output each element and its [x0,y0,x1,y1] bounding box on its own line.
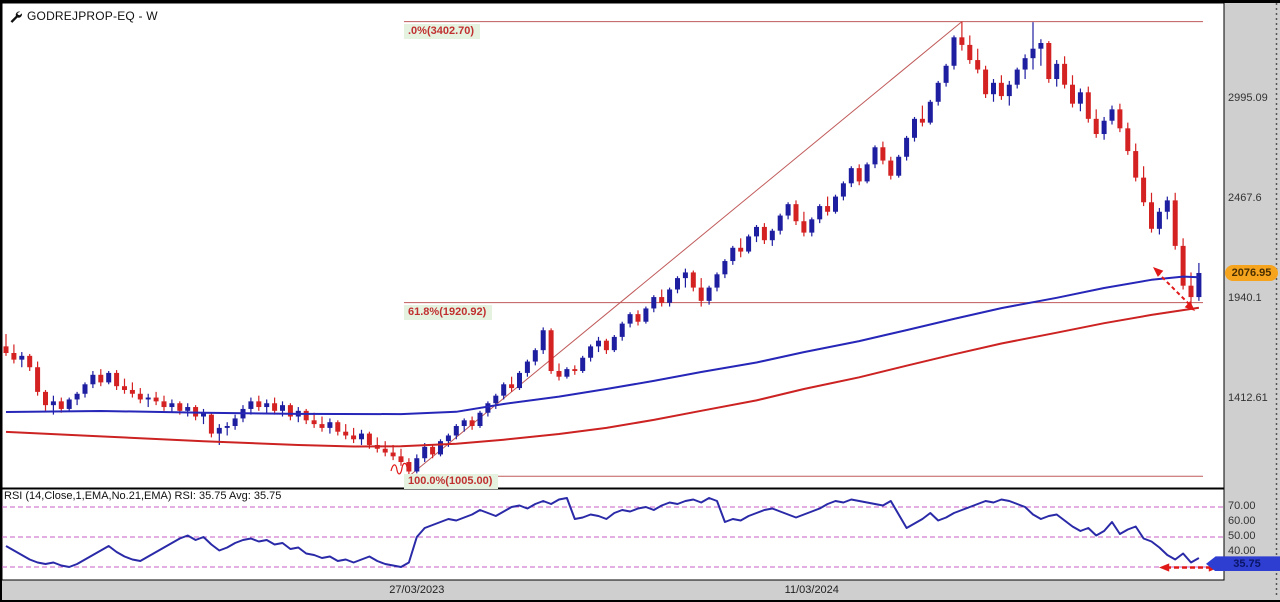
rsi-axis-label: 50.00 [1228,529,1256,542]
symbol-title-text: GODREJPROP-EQ - W [27,9,158,23]
symbol-title: GODREJPROP-EQ - W [9,9,158,23]
fib-retracement-tool[interactable] [404,21,1203,477]
price-axis-label: 1940.1 [1228,291,1262,304]
rsi-axis-label: 60.00 [1228,514,1256,527]
slow-moving-average-line [5,306,1200,448]
price-axis-label: 2995.09 [1228,91,1268,104]
window-edge-left [0,0,2,602]
fib-label-1[interactable]: 61.8%(1920.92) [404,304,493,320]
window-edge-bottom [0,600,1280,602]
last-price-tag: 2076.95 [1225,265,1278,281]
time-axis-label: 11/03/2024 [784,584,839,596]
rsi-axis-label: 40.00 [1228,544,1256,557]
rsi-line [5,497,1200,568]
window-edge-top [0,0,1280,3]
candlestick-series [3,21,1202,477]
main-panel[interactable] [1,2,1225,489]
trendline[interactable] [408,21,963,477]
rsi-axis-label: 70.00 [1228,499,1256,512]
rsi-level-lines [2,506,1224,568]
wrench-icon[interactable] [9,10,22,23]
price-axis-label: 1412.61 [1228,391,1268,404]
time-axis-label: 27/03/2023 [389,584,445,596]
breakdown-dashed-arrow[interactable] [1153,267,1195,311]
rsi-value-tag: 35.75 [1206,556,1280,572]
rsi-indicator-label: RSI (14,Close,1,EMA,No.21,EMA) RSI: 35.7… [4,490,282,502]
price-axis-label: 2467.6 [1228,191,1262,204]
fib-label-2[interactable]: 100.0%(1005.00) [404,474,499,489]
fib-label-0[interactable]: .0%(3402.70) [404,23,481,39]
fast-moving-average-line [5,275,1199,416]
anchor-squiggle-mark [390,462,408,475]
rsi-panel[interactable] [1,488,1225,581]
